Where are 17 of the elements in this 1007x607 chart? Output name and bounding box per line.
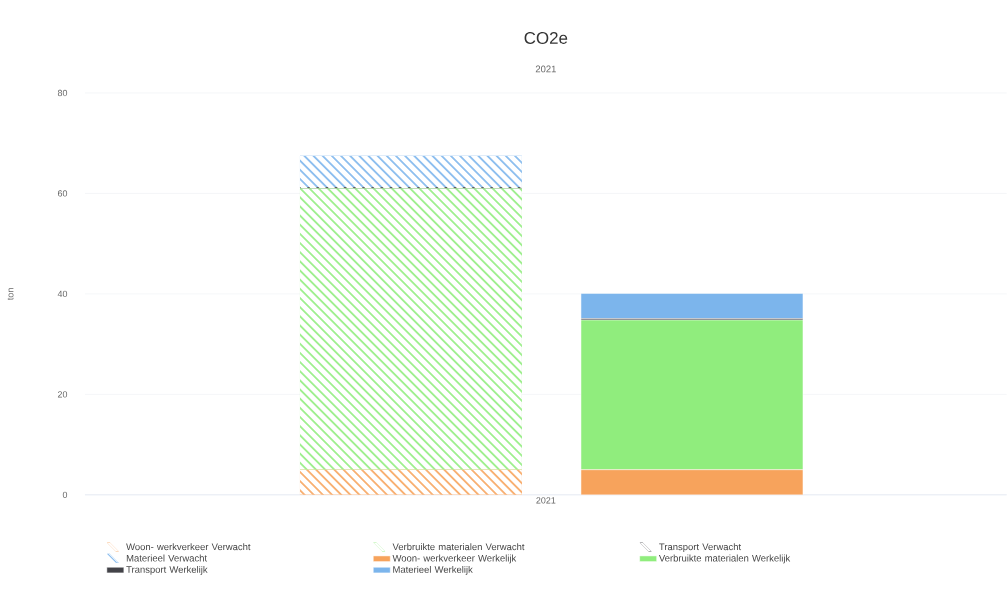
legend-label: Woon- werkverkeer Werkelijk [392, 554, 517, 564]
chart-subtitle: 2021 [535, 65, 556, 73]
x-axis-title: 2021 [536, 497, 556, 504]
chart-title: CO2e [524, 32, 568, 45]
y-tick-label: 0 [62, 491, 68, 499]
y-axis-title: ton [7, 288, 14, 301]
legend-label: Woon- werkverkeer Verwacht [126, 543, 251, 551]
y-tick-label: 20 [57, 391, 68, 398]
legend-label: Materieel Verwacht [126, 554, 208, 562]
y-tick-label: 40 [57, 290, 68, 298]
y-tick-label: 80 [57, 89, 68, 97]
legend-label: Verbruikte materialen Werkelijk [658, 554, 791, 564]
y-tick-label: 60 [57, 190, 68, 197]
legend-label: Transport Werkelijk [126, 566, 208, 575]
legend-label: Transport Verwacht [659, 543, 742, 553]
legend-label: Materieel Werkelijk [393, 566, 473, 575]
legend-label: Verbruikte materialen Verwacht [392, 543, 525, 551]
